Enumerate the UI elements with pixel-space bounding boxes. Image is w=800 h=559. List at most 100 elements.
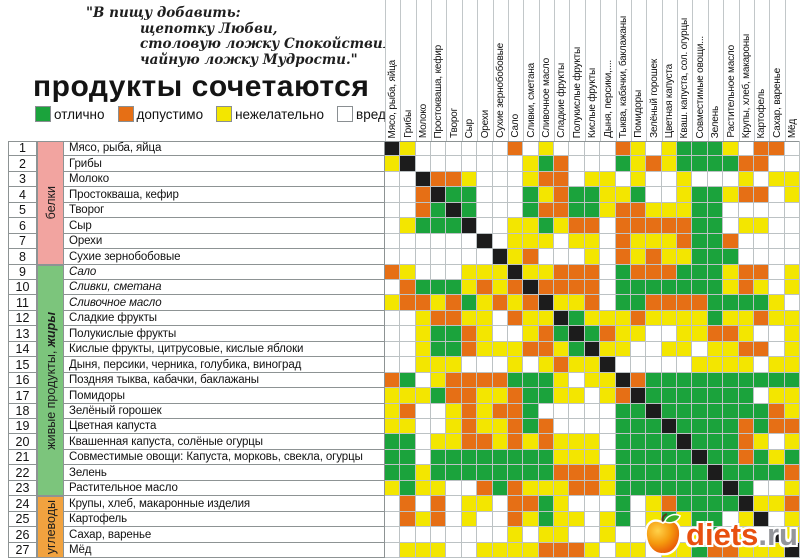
matrix-cell [600,326,616,342]
quote-line: чайную ложку Мудрости." [140,51,358,68]
matrix-cell [708,187,723,203]
matrix-cell [493,527,508,543]
matrix-cell [416,527,431,543]
matrix-cell [400,373,416,388]
matrix-cell [769,481,785,496]
matrix-cell [385,311,400,326]
matrix-cell [477,249,493,265]
matrix-cell [554,373,569,388]
matrix-cell [493,187,508,203]
matrix-cell [477,280,493,295]
matrix-cell [523,543,539,558]
matrix-cell [569,419,585,434]
matrix-cell [692,419,708,434]
matrix-cell [416,187,431,203]
matrix-cell [554,465,569,481]
matrix-cell [708,527,723,543]
matrix-cell [646,172,662,187]
matrix-cell [569,218,585,234]
matrix-cell [431,496,446,512]
matrix-cell [754,311,769,326]
row-label: Сало [64,265,385,280]
matrix-cell [708,434,723,450]
matrix-cell [692,218,708,234]
matrix-cell [569,249,585,265]
matrix-cell [754,280,769,295]
matrix-cell [662,187,677,203]
column-header-label: Простокваша, кефир [433,44,444,138]
matrix-cell [692,404,708,419]
matrix-cell [708,249,723,265]
matrix-cell [785,295,800,311]
matrix-cell [493,265,508,280]
matrix-cell [585,481,600,496]
matrix-cell [477,543,493,558]
matrix-cell [446,172,462,187]
matrix-cell [446,357,462,373]
matrix-cell [585,187,600,203]
column-header-label: Зелёный горошек [648,59,660,138]
row-number: 12 [8,311,37,326]
row-label: Картофель [64,512,385,527]
matrix-cell [554,388,569,404]
matrix-cell [569,326,585,342]
matrix-cell [769,187,785,203]
matrix-cell [708,357,723,373]
matrix-cell [523,450,539,465]
row-number: 21 [8,450,37,465]
matrix-cell [477,527,493,543]
matrix-cell [600,512,616,527]
column-header: Растительное масло [723,0,739,141]
matrix-cell [785,141,800,156]
matrix-cell [585,156,600,172]
matrix-cell [431,156,446,172]
matrix-cell [431,481,446,496]
matrix-cell [493,203,508,218]
row-label: Крупы, хлеб, макаронные изделия [64,496,385,512]
matrix-cell [554,419,569,434]
column-header: Сливки, сметана [523,0,539,141]
matrix-cell [723,388,739,404]
matrix-cell [539,496,554,512]
matrix-cell [539,156,554,172]
matrix-cell [677,187,692,203]
matrix-cell [769,203,785,218]
matrix-cell [431,172,446,187]
column-header: Цветная капуста [662,0,677,141]
matrix-cell [431,512,446,527]
matrix-cell [739,373,754,388]
matrix-cell [739,450,754,465]
matrix-cell [508,543,523,558]
matrix-cell [708,295,723,311]
matrix-cell [739,388,754,404]
matrix-cell [631,172,646,187]
matrix-cell [508,326,523,342]
dietsru-logo[interactable]: diets.ru [642,512,798,556]
matrix-cell [508,404,523,419]
column-header-label: Сливки, сметана [525,63,537,138]
matrix-cell [692,512,708,527]
matrix-cell [585,295,600,311]
matrix-cell [631,249,646,265]
matrix-cell [769,419,785,434]
matrix-cell [523,326,539,342]
matrix-cell [754,234,769,249]
matrix-cell [754,388,769,404]
matrix-cell [462,249,477,265]
matrix-cell [723,512,739,527]
row-number: 19 [8,419,37,434]
matrix-cell [616,404,631,419]
matrix-cell [508,141,523,156]
matrix-cell [416,234,431,249]
matrix-cell [739,265,754,280]
matrix-cell [385,326,400,342]
matrix-cell [400,295,416,311]
matrix-cell [569,295,585,311]
matrix-cell [569,388,585,404]
matrix-cell [477,218,493,234]
matrix-cell [677,373,692,388]
row-label: Грибы [64,156,385,172]
column-header: Кваш. капуста, сол. огурцы [677,0,692,141]
column-header-label: Орехи [479,109,491,138]
matrix-cell [446,373,462,388]
